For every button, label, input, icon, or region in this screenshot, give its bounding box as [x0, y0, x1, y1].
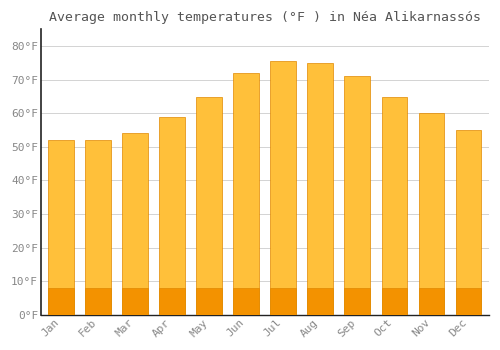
Bar: [86, 288, 111, 315]
Bar: [456, 130, 481, 315]
Bar: [270, 288, 296, 315]
Bar: [86, 140, 111, 315]
Bar: [234, 73, 260, 315]
Bar: [382, 288, 407, 315]
Bar: [48, 140, 74, 315]
Bar: [160, 288, 186, 315]
Bar: [382, 97, 407, 315]
Bar: [308, 288, 334, 315]
Title: Average monthly temperatures (°F ) in Néa Alikarnassós: Average monthly temperatures (°F ) in Né…: [49, 11, 481, 24]
Bar: [308, 63, 334, 315]
Bar: [418, 113, 444, 315]
Bar: [122, 288, 148, 315]
Bar: [196, 97, 222, 315]
Bar: [344, 76, 370, 315]
Bar: [196, 288, 222, 315]
Bar: [48, 288, 74, 315]
Bar: [344, 288, 370, 315]
Bar: [234, 288, 260, 315]
Bar: [456, 288, 481, 315]
Bar: [270, 61, 296, 315]
Bar: [418, 288, 444, 315]
Bar: [122, 133, 148, 315]
Bar: [160, 117, 186, 315]
